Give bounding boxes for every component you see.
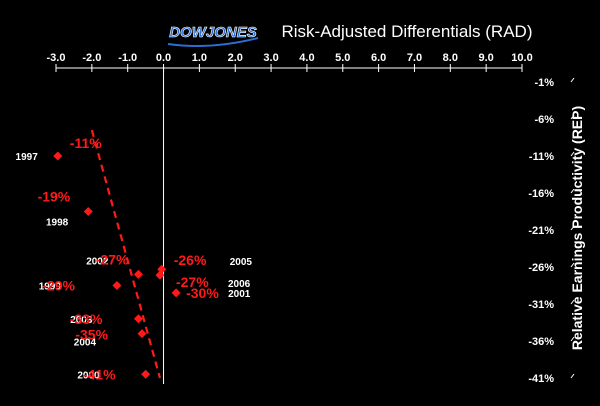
x-tick-label: 7.0: [407, 52, 422, 64]
value-label: -27%: [176, 274, 209, 290]
y-tick-label: -11%: [529, 151, 554, 163]
y-tick: [570, 114, 575, 120]
y-tick: [570, 151, 575, 157]
year-label: 2005: [230, 257, 253, 268]
x-tick-label: 2.0: [228, 52, 243, 64]
logo: DOWJONES: [167, 24, 259, 47]
y-tick-label: -31%: [528, 299, 554, 311]
y-tick: [570, 77, 575, 83]
data-point: 2001 -30%: [171, 285, 251, 301]
y-tick: [570, 373, 575, 379]
x-tick-label: 5.0: [335, 52, 350, 64]
data-point: 2004-35%: [74, 327, 147, 349]
x-tick-label: 1.0: [192, 52, 207, 64]
value-label: -41%: [83, 366, 116, 382]
value-label: -26%: [174, 252, 207, 268]
x-tick-label: 6.0: [371, 52, 386, 64]
data-point: 2002-27%: [86, 251, 143, 279]
data-points: 1997-11%1998-19%2002-27% 2005-26%2006-27%…: [16, 135, 253, 382]
data-point: 1998 -19%: [38, 189, 93, 229]
year-label: 1999: [39, 282, 62, 293]
value-label: -33%: [70, 311, 103, 327]
y-axis: -1% -6% -11% -16% -21% -26% -31% -36% -41%: [528, 77, 575, 385]
y-tick-label: -1%: [534, 77, 554, 89]
year-label: 1997: [16, 152, 39, 163]
y-tick: [570, 225, 575, 231]
x-tick-label: 9.0: [479, 52, 494, 64]
y-tick: [570, 299, 575, 305]
data-point: 2000-41%: [77, 366, 151, 382]
diamond-marker: [133, 269, 143, 279]
year-label: 2001: [228, 289, 251, 300]
value-label: -27%: [96, 251, 129, 267]
value-label: -29%: [42, 278, 75, 294]
year-label: 2006: [228, 279, 251, 290]
diamond-marker: [155, 270, 165, 280]
chart-title: Risk-Adjusted Differentials (RAD): [282, 22, 533, 41]
value-label: -11%: [70, 135, 102, 151]
logo-swoosh-icon: [167, 37, 259, 47]
value-label: -19%: [38, 189, 71, 205]
data-point: 1997 -11%: [16, 135, 103, 163]
year-label: 1998: [46, 218, 69, 229]
y-tick-label: -16%: [528, 188, 554, 200]
y-tick: [570, 336, 575, 342]
year-label: 2002: [86, 256, 109, 267]
y-tick-label: -41%: [528, 373, 554, 385]
x-tick-label: 4.0: [299, 52, 314, 64]
x-tick-label: -2.0: [82, 52, 101, 64]
value-label: -30%: [186, 285, 219, 301]
year-label: 2000: [77, 370, 100, 381]
year-label: 2004: [74, 338, 97, 349]
y-tick-label: -36%: [528, 336, 554, 348]
x-axis: -3.0 -2.0 -1.0 0.0 1.0 2.0 3.0 4.0 5.0 6.0 7.0 8.0 9…: [47, 52, 533, 384]
y-tick-label: -26%: [528, 262, 554, 274]
y-tick-label: -6%: [534, 114, 554, 126]
data-point: 1999-29%: [39, 278, 122, 294]
diamond-marker: [53, 151, 63, 161]
diamond-marker: [112, 281, 122, 290]
x-tick-label: 8.0: [443, 52, 458, 64]
diamond-marker: [83, 207, 93, 216]
y-axis-label: Relative Earnings Productivity (REP): [569, 106, 585, 350]
data-point: 2006 -27%: [155, 270, 251, 290]
trendline: [90, 129, 162, 379]
x-tick-label: -1.0: [118, 52, 137, 64]
diamond-marker: [171, 288, 181, 298]
year-label: 2003: [70, 315, 93, 326]
y-tick: [570, 188, 575, 194]
x-tick-label: 0.0: [156, 52, 171, 64]
diamond-marker: [137, 329, 147, 339]
trendline-dashed: [90, 129, 162, 379]
data-point: 2003-33%: [70, 311, 143, 327]
data-point: 2005 -26%: [157, 252, 252, 274]
y-tick-label: -21%: [528, 225, 554, 237]
x-tick-label: 10.0: [511, 52, 532, 64]
diamond-marker: [141, 369, 151, 379]
y-tick: [570, 262, 575, 268]
value-label: -35%: [75, 327, 108, 343]
x-tick-label: 3.0: [263, 52, 278, 64]
logo-text: DOWJONES: [169, 24, 257, 41]
diamond-marker: [133, 314, 143, 324]
x-tick-label: -3.0: [47, 52, 66, 64]
